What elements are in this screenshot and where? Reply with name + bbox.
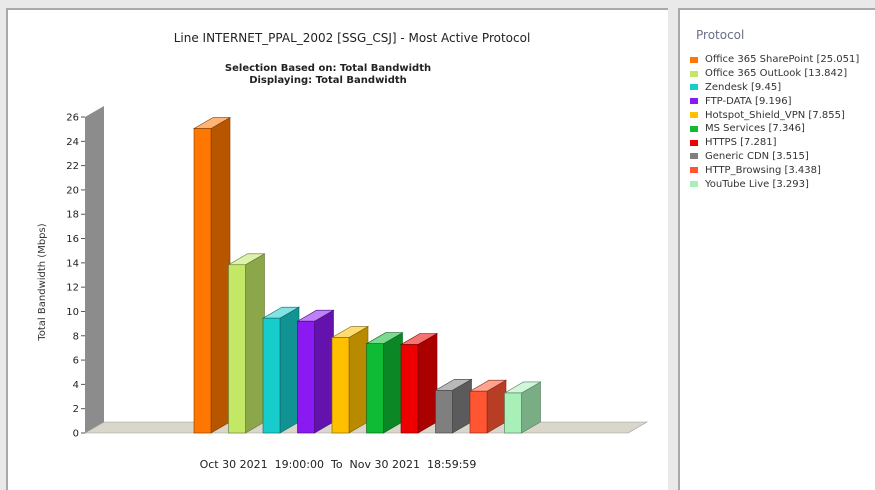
legend-title: Protocol [696,28,745,42]
legend-label: HTTPS [7.281] [705,137,777,149]
y-tick-label: 14 [66,258,79,269]
y-tick-label: 20 [66,185,79,196]
y-tick-label: 2 [73,404,79,415]
y-tick-label: 8 [73,331,79,342]
legend-swatch [690,139,698,146]
bar-ms-services [365,332,404,434]
legend-swatch [690,125,698,132]
legend-swatch [690,181,698,188]
chart-title: Line INTERNET_PPAL_2002 [SSG_CSJ] - Most… [174,31,531,45]
legend-item: Generic CDN [3.515] [690,150,859,164]
bar-office-365-outlook [227,253,266,434]
bar-front [469,390,488,434]
legend-label: Generic CDN [3.515] [705,150,809,162]
legend-item: FTP-DATA [9.196] [690,94,859,108]
chart-subtitle-line-2: Displaying: Total Bandwidth [249,75,407,86]
bar-front [297,320,315,434]
y-tick-label: 4 [73,380,79,391]
legend-item: Office 365 SharePoint [25.051] [690,53,859,67]
bar-hotspot-shield-vpn [330,326,370,434]
legend-item: YouTube Live [3.293] [690,177,859,191]
bar-front [193,128,212,434]
bar-side [417,332,438,434]
bar-front [228,264,246,434]
bar-chart: Line INTERNET_PPAL_2002 [SSG_CSJ] - Most… [37,31,649,471]
y-tick-label: 0 [73,429,79,440]
legend-item: Office 365 OutLook [13.842] [690,67,859,81]
legend-panel: Protocol Office 365 SharePoint [25.051] O… [678,8,875,490]
legend-list: Office 365 SharePoint [25.051] Office 365… [690,53,859,191]
legend-label: Zendesk [9.45] [705,81,782,93]
bar-front [435,389,453,434]
legend-swatch [690,112,698,119]
chart-floor [83,421,649,434]
legend-label: Office 365 SharePoint [25.051] [705,54,860,66]
bar-side [348,326,369,434]
bar-front [504,392,522,434]
bar-zendesk [261,306,301,434]
bar-generic-cdn [434,378,473,434]
legend-item: Hotspot_Shield_VPN [7.855] [690,108,859,122]
bar-side [210,117,231,434]
legend-label: FTP-DATA [9.196] [705,95,792,107]
legend-item: Zendesk [9.45] [690,81,859,95]
bar-http-browsing [468,379,508,434]
legend-label: YouTube Live [3.293] [705,178,809,190]
chart-panel: Line INTERNET_PPAL_2002 [SSG_CSJ] - Most… [6,8,668,490]
bar-front [331,337,350,434]
legend-label: HTTP_Browsing [3.438] [705,164,821,176]
bar-side [245,253,265,434]
bar-side [314,309,334,434]
bar-https [399,332,439,434]
y-tick-label: 26 [66,113,79,124]
legend-item: HTTPS [7.281] [690,136,859,150]
y-tick-label: 10 [66,307,79,318]
legend-item: HTTP_Browsing [3.438] [690,163,859,177]
y-tick-label: 6 [73,356,79,367]
legend-swatch [690,167,698,174]
legend-swatch [690,84,698,91]
bar-front [400,344,419,434]
y-tick-label: 18 [66,210,79,221]
legend-swatch [690,56,698,63]
legend-swatch [690,153,698,160]
y-axis-wall [85,106,104,433]
legend-swatch [690,70,698,77]
bar-youtube-live [503,381,542,434]
x-axis-label: Oct 30 2021 19:00:00 To Nov 30 2021 18:5… [200,458,477,471]
bar-ftp-data [296,309,335,434]
chart-subtitle-line-1: Selection Based on: Total Bandwidth [225,63,431,74]
bar-office-365-sharepoint [192,117,232,434]
bar-front [366,343,384,434]
legend-label: MS Services [7.346] [705,123,805,135]
y-tick-label: 22 [66,161,79,172]
legend-item: MS Services [7.346] [690,122,859,136]
legend-label: Hotspot_Shield_VPN [7.855] [705,109,845,121]
y-tick-label: 16 [66,234,79,245]
bar-side [383,332,403,434]
y-tick-label: 12 [66,283,79,294]
bar-front [262,317,281,434]
y-tick-label: 24 [66,137,79,148]
bar-side [279,306,300,434]
legend-swatch [690,98,698,105]
y-axis-label: Total Bandwidth (Mbps) [37,223,48,341]
legend-label: Office 365 OutLook [13.842] [705,68,848,80]
